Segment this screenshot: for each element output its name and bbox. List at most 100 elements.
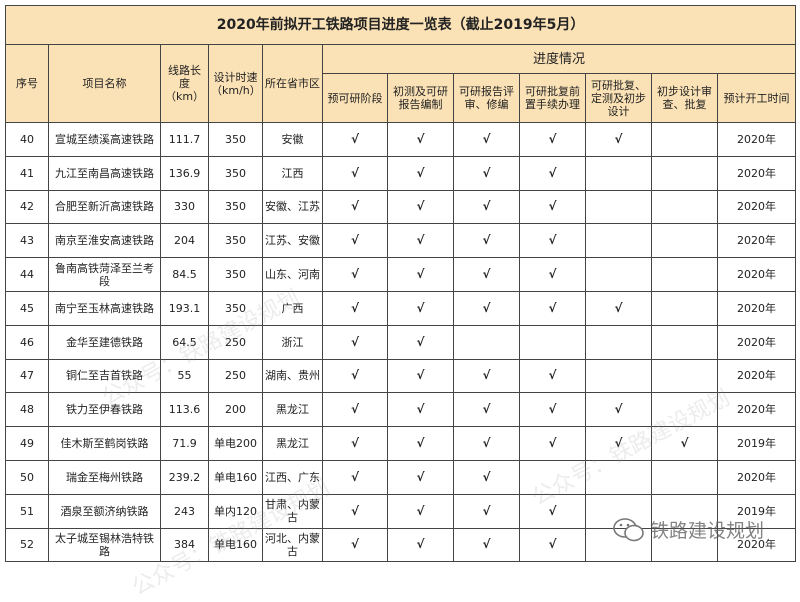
cell-name: 九江至南昌高速铁路 — [48, 155, 161, 191]
cell-stage: √ — [322, 155, 388, 191]
cell-name: 佳木斯至鹤岗铁路 — [48, 426, 161, 461]
cell-start: 2020年 — [716, 358, 797, 394]
header-stage: 初测及可研报告编制 — [387, 73, 454, 123]
cell-start: 2019年 — [716, 426, 797, 461]
cell-province: 安徽、江苏 — [262, 189, 323, 225]
cell-province: 黑龙江 — [262, 392, 323, 428]
table-row: 47 铜仁至吉首铁路 55 250 湖南、贵州 √ √ √ √ 2020年 — [5, 358, 797, 394]
cell-seq: 46 — [5, 324, 49, 360]
cell-length: 204 — [160, 223, 209, 259]
cell-stage: √ — [519, 392, 586, 428]
cell-stage — [651, 223, 718, 259]
table-row: 52 太子城至锡林浩特铁路 384 单电160 河北、内蒙古 √ √ √ √ 2020年 — [5, 527, 797, 563]
header-length: 线路长度（km） — [160, 44, 209, 123]
cell-stage — [651, 358, 718, 394]
cell-stage: √ — [585, 122, 652, 157]
cell-seq: 52 — [5, 527, 49, 563]
cell-stage: √ — [519, 290, 586, 326]
cell-stage: √ — [453, 493, 520, 529]
cell-name: 南京至淮安高速铁路 — [48, 223, 161, 259]
cell-stage — [585, 155, 652, 191]
table-title: 2020年前拟开工铁路项目进度一览表（截止2019年5月） — [4, 5, 797, 45]
cell-start: 2020年 — [716, 189, 797, 225]
cell-length: 384 — [160, 527, 209, 563]
cell-speed: 350 — [208, 189, 263, 225]
cell-stage: √ — [453, 155, 520, 191]
header-stage: 可研报告评审、修编 — [453, 73, 520, 123]
cell-name: 铜仁至吉首铁路 — [48, 358, 161, 394]
table-row: 49 佳木斯至鹤岗铁路 71.9 单电200 黑龙江 √ √ √ √ √ √ 2019年 — [5, 426, 797, 461]
header-speed: 设计时速（km/h） — [208, 44, 263, 123]
header-stage: 可研批复、定测及初步设计 — [585, 73, 652, 123]
cell-stage: √ — [387, 155, 454, 191]
cell-start: 2020年 — [716, 392, 797, 428]
cell-seq: 51 — [5, 493, 49, 529]
cell-stage — [651, 392, 718, 428]
cell-speed: 350 — [208, 122, 263, 157]
cell-start: 2020年 — [716, 459, 797, 495]
cell-speed: 单电200 — [208, 426, 263, 461]
cell-start: 2019年 — [716, 493, 797, 529]
cell-stage: √ — [519, 257, 586, 292]
cell-stage — [585, 459, 652, 495]
cell-stage: √ — [322, 324, 388, 360]
cell-province: 黑龙江 — [262, 426, 323, 461]
header-stage: 初步设计审查、批复 — [651, 73, 718, 123]
cell-stage: √ — [322, 459, 388, 495]
cell-stage: √ — [453, 257, 520, 292]
cell-seq: 44 — [5, 257, 49, 292]
cell-stage: √ — [387, 290, 454, 326]
cell-start: 2020年 — [716, 155, 797, 191]
cell-stage — [651, 493, 718, 529]
cell-stage: √ — [453, 189, 520, 225]
header-start: 预计开工时间 — [716, 73, 797, 123]
cell-stage: √ — [387, 358, 454, 394]
cell-stage — [585, 223, 652, 259]
cell-speed: 350 — [208, 155, 263, 191]
cell-stage: √ — [322, 426, 388, 461]
cell-name: 铁力至伊春铁路 — [48, 392, 161, 428]
cell-stage — [651, 290, 718, 326]
cell-length: 64.5 — [160, 324, 209, 360]
cell-stage — [585, 527, 652, 563]
cell-length: 84.5 — [160, 257, 209, 292]
cell-length: 113.6 — [160, 392, 209, 428]
cell-stage — [651, 527, 718, 563]
cell-speed: 250 — [208, 358, 263, 394]
table-row: 48 铁力至伊春铁路 113.6 200 黑龙江 √ √ √ √ √ 2020年 — [5, 392, 797, 428]
table-row: 50 瑞金至梅州铁路 239.2 单电160 江西、广东 √ √ √ 2020年 — [5, 459, 797, 495]
cell-stage: √ — [387, 459, 454, 495]
table-row: 43 南京至淮安高速铁路 204 350 江苏、安徽 √ √ √ √ 2020年 — [5, 223, 797, 259]
cell-stage: √ — [322, 122, 388, 157]
cell-stage — [585, 324, 652, 360]
header-stage: 可研批复前置手续办理 — [519, 73, 586, 123]
cell-stage: √ — [519, 527, 586, 563]
cell-speed: 单电160 — [208, 459, 263, 495]
cell-stage: √ — [519, 358, 586, 394]
cell-stage: √ — [453, 527, 520, 563]
cell-stage — [651, 257, 718, 292]
cell-stage — [585, 257, 652, 292]
cell-stage: √ — [453, 358, 520, 394]
cell-stage: √ — [387, 527, 454, 563]
cell-province: 江西、广东 — [262, 459, 323, 495]
cell-speed: 350 — [208, 290, 263, 326]
cell-stage — [453, 324, 520, 360]
cell-seq: 48 — [5, 392, 49, 428]
cell-start: 2020年 — [716, 324, 797, 360]
cell-province: 甘肃、内蒙古 — [262, 493, 323, 529]
cell-province: 广西 — [262, 290, 323, 326]
table-row: 40 宣城至绩溪高速铁路 111.7 350 安徽 √ √ √ √ √ 2020年 — [5, 122, 797, 157]
cell-stage: √ — [387, 257, 454, 292]
table-row: 42 合肥至新沂高速铁路 330 350 安徽、江苏 √ √ √ √ 2020年 — [5, 189, 797, 225]
cell-speed: 350 — [208, 257, 263, 292]
cell-speed: 350 — [208, 223, 263, 259]
cell-seq: 43 — [5, 223, 49, 259]
cell-start: 2020年 — [716, 290, 797, 326]
table-row: 51 酒泉至额济纳铁路 243 单内120 甘肃、内蒙古 √ √ √ √ 2019年 — [5, 493, 797, 529]
cell-speed: 单电160 — [208, 527, 263, 563]
cell-stage: √ — [387, 392, 454, 428]
cell-speed: 单内120 — [208, 493, 263, 529]
cell-length: 111.7 — [160, 122, 209, 157]
table-row: 45 南宁至玉林高速铁路 193.1 350 广西 √ √ √ √ √ 2020年 — [5, 290, 797, 326]
